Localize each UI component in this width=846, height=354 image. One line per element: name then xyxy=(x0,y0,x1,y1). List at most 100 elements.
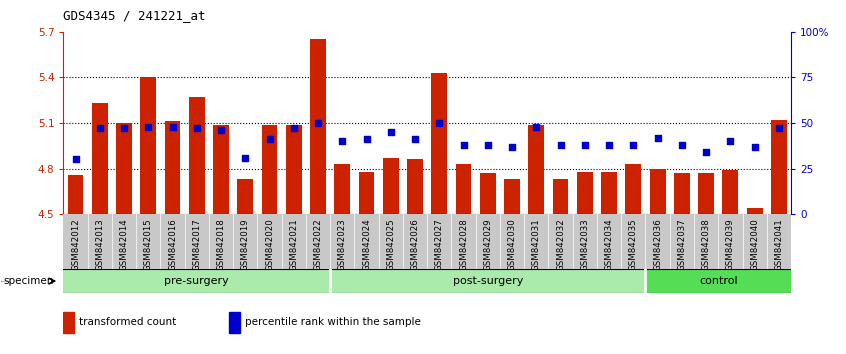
Text: post-surgery: post-surgery xyxy=(453,276,523,286)
Point xyxy=(700,149,713,155)
Point xyxy=(409,137,422,142)
Text: GSM842030: GSM842030 xyxy=(508,218,517,271)
Bar xyxy=(645,269,791,293)
Point xyxy=(578,142,591,148)
Text: specimen: specimen xyxy=(3,276,54,286)
Bar xyxy=(359,172,375,214)
Bar xyxy=(330,269,645,293)
Point xyxy=(602,142,616,148)
Bar xyxy=(650,169,666,214)
Bar xyxy=(229,312,240,333)
Text: GSM842017: GSM842017 xyxy=(192,218,201,271)
Text: GSM842014: GSM842014 xyxy=(119,218,129,271)
Point xyxy=(627,142,640,148)
Point xyxy=(263,137,277,142)
Bar xyxy=(63,312,74,333)
Bar xyxy=(480,173,496,214)
Bar xyxy=(552,179,569,214)
Bar xyxy=(431,73,448,214)
Bar xyxy=(698,173,714,214)
Text: GSM842040: GSM842040 xyxy=(750,218,759,271)
Text: GSM842036: GSM842036 xyxy=(653,218,662,271)
Text: GSM842012: GSM842012 xyxy=(71,218,80,271)
Bar xyxy=(334,164,350,214)
Bar xyxy=(529,125,544,214)
Bar xyxy=(140,78,157,214)
Text: GSM842018: GSM842018 xyxy=(217,218,226,271)
Text: GSM842019: GSM842019 xyxy=(241,218,250,271)
Point xyxy=(457,142,470,148)
Bar xyxy=(625,164,641,214)
Bar xyxy=(674,173,689,214)
Text: GSM842035: GSM842035 xyxy=(629,218,638,271)
Bar xyxy=(92,103,107,214)
Text: GSM842038: GSM842038 xyxy=(701,218,711,271)
Text: GSM842029: GSM842029 xyxy=(483,218,492,271)
Point xyxy=(239,155,252,160)
Text: GSM842034: GSM842034 xyxy=(605,218,613,271)
Text: control: control xyxy=(699,276,738,286)
Text: GSM842041: GSM842041 xyxy=(774,218,783,271)
Point xyxy=(432,120,446,126)
Text: GSM842023: GSM842023 xyxy=(338,218,347,271)
Text: GSM842028: GSM842028 xyxy=(459,218,468,271)
Point xyxy=(336,138,349,144)
Point xyxy=(481,142,495,148)
Bar xyxy=(286,125,302,214)
Bar xyxy=(310,39,326,214)
Point xyxy=(93,126,107,131)
Text: GSM842026: GSM842026 xyxy=(410,218,420,271)
Text: GSM842020: GSM842020 xyxy=(265,218,274,271)
Text: GSM842021: GSM842021 xyxy=(289,218,299,271)
Text: GSM842032: GSM842032 xyxy=(556,218,565,271)
Point xyxy=(166,124,179,130)
Bar xyxy=(261,125,277,214)
Point xyxy=(141,124,155,130)
Text: GSM842024: GSM842024 xyxy=(362,218,371,271)
Point xyxy=(530,124,543,130)
Point xyxy=(723,138,737,144)
Bar xyxy=(383,158,398,214)
Bar xyxy=(771,120,787,214)
Bar xyxy=(238,179,253,214)
Text: GSM842033: GSM842033 xyxy=(580,218,590,271)
Bar xyxy=(747,208,762,214)
Text: GDS4345 / 241221_at: GDS4345 / 241221_at xyxy=(63,10,206,22)
Text: GSM842015: GSM842015 xyxy=(144,218,153,271)
Text: GSM842016: GSM842016 xyxy=(168,218,177,271)
Bar xyxy=(407,159,423,214)
Bar xyxy=(456,164,471,214)
Text: GSM842031: GSM842031 xyxy=(532,218,541,271)
Text: GSM842013: GSM842013 xyxy=(96,218,104,271)
Text: transformed count: transformed count xyxy=(79,317,176,327)
Point xyxy=(118,126,131,131)
Bar xyxy=(189,97,205,214)
Text: transformeden: transformeden xyxy=(1,280,11,282)
Point xyxy=(554,142,568,148)
Point xyxy=(214,127,228,133)
Point xyxy=(311,120,325,126)
Bar xyxy=(722,170,739,214)
Text: GSM842039: GSM842039 xyxy=(726,218,735,271)
Text: pre-surgery: pre-surgery xyxy=(164,276,229,286)
Text: GSM842027: GSM842027 xyxy=(435,218,444,271)
Point xyxy=(287,126,300,131)
Bar xyxy=(68,175,84,214)
Point xyxy=(190,126,204,131)
Point xyxy=(360,137,373,142)
Point xyxy=(69,156,82,162)
Text: percentile rank within the sample: percentile rank within the sample xyxy=(244,317,420,327)
Bar xyxy=(504,179,520,214)
Point xyxy=(384,129,398,135)
Text: GSM842037: GSM842037 xyxy=(678,218,686,271)
Bar xyxy=(213,125,229,214)
Bar xyxy=(116,123,132,214)
Bar xyxy=(577,172,593,214)
Point xyxy=(651,135,664,141)
Bar xyxy=(165,121,180,214)
Point xyxy=(772,126,786,131)
Bar xyxy=(63,269,330,293)
Text: GSM842025: GSM842025 xyxy=(387,218,395,271)
Point xyxy=(748,144,761,149)
Bar xyxy=(602,172,617,214)
